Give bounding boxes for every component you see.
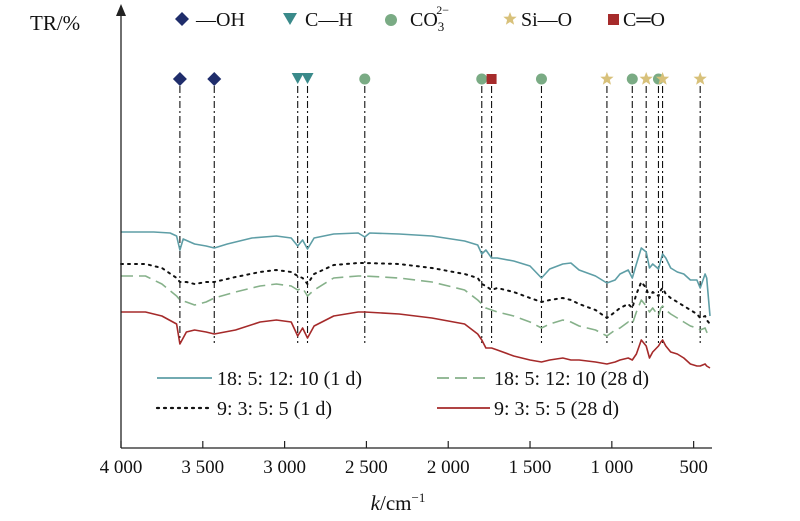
x-tick-label: 3 000 bbox=[263, 457, 306, 478]
series-legend-item-3: 9: 3: 5: 5 (1 d) bbox=[155, 398, 332, 420]
series-lines bbox=[120, 231, 711, 369]
x-tick-label: 1 000 bbox=[590, 457, 633, 478]
series-legend-label-1: 18: 5: 12: 10 (1 d) bbox=[217, 368, 362, 390]
star-marker-icon bbox=[503, 12, 517, 25]
legend-sio: Si—O bbox=[503, 9, 572, 31]
x-tick-label: 500 bbox=[679, 457, 708, 478]
legend-co-label: C═O bbox=[623, 9, 665, 31]
series-line-2 bbox=[121, 275, 711, 337]
legend-co3: CO3 2− bbox=[385, 3, 449, 34]
circle-marker-icon bbox=[385, 14, 397, 26]
marker-legend: —OH C—H CO3 2− Si—O C═O bbox=[175, 3, 665, 34]
star-peak-marker bbox=[655, 72, 670, 85]
square-peak-marker bbox=[486, 74, 497, 84]
diamond-peak-marker bbox=[172, 72, 187, 86]
x-ticks: 4 000 3 500 3 000 2 500 2 000 1 500 1 000 500 bbox=[100, 441, 708, 478]
legend-oh: —OH bbox=[175, 9, 245, 31]
diamond-peak-marker bbox=[207, 72, 222, 86]
x-tick-label: 1 500 bbox=[509, 457, 552, 478]
series-legend-item-4: 9: 3: 5: 5 (28 d) bbox=[437, 398, 619, 420]
legend-ch-label: C—H bbox=[305, 9, 353, 31]
x-axis-label-var: k bbox=[371, 491, 381, 515]
circle-peak-marker bbox=[626, 73, 638, 85]
legend-co3-sup: 2− bbox=[436, 3, 449, 17]
peak-markers bbox=[172, 72, 707, 86]
series-legend-item-1: 18: 5: 12: 10 (1 d) bbox=[157, 368, 362, 390]
x-axis-label-unit: /cm bbox=[380, 491, 412, 515]
series-line-1 bbox=[121, 231, 711, 317]
series-line-4 bbox=[121, 311, 711, 369]
x-tick-label: 2 000 bbox=[427, 457, 470, 478]
legend-oh-label: —OH bbox=[195, 9, 245, 31]
legend-co3-base: CO bbox=[410, 9, 438, 31]
series-line-3 bbox=[120, 262, 711, 325]
star-peak-marker bbox=[639, 72, 653, 85]
x-axis-label: k/cm−1 bbox=[371, 490, 426, 515]
triangle-peak-marker bbox=[301, 73, 314, 84]
legend-ch: C—H bbox=[283, 9, 353, 31]
triangle-peak-marker bbox=[291, 73, 304, 84]
series-legend-label-4: 9: 3: 5: 5 (28 d) bbox=[494, 398, 619, 420]
x-axis-label-exp: −1 bbox=[411, 490, 425, 505]
x-tick-label: 4 000 bbox=[100, 457, 143, 478]
legend-sio-label: Si—O bbox=[521, 9, 572, 31]
circle-peak-marker bbox=[476, 73, 488, 85]
y-axis-arrow-icon bbox=[116, 4, 126, 16]
square-marker-icon bbox=[608, 14, 619, 25]
star-peak-marker bbox=[600, 72, 614, 85]
triangle-marker-icon bbox=[283, 13, 297, 25]
series-legend-label-3: 9: 3: 5: 5 (1 d) bbox=[217, 398, 332, 420]
circle-peak-marker bbox=[359, 73, 371, 85]
legend-co3-sub: 3 bbox=[438, 19, 445, 34]
star-peak-marker bbox=[693, 72, 707, 85]
circle-peak-marker bbox=[535, 73, 547, 85]
axes bbox=[116, 4, 712, 449]
x-tick-label: 2 500 bbox=[345, 457, 388, 478]
series-legend-label-2: 18: 5: 12: 10 (28 d) bbox=[494, 368, 649, 390]
legend-co: C═O bbox=[608, 9, 665, 31]
y-axis-label: TR/% bbox=[30, 11, 80, 35]
series-legend-item-2: 18: 5: 12: 10 (28 d) bbox=[437, 368, 649, 390]
reference-lines bbox=[179, 86, 701, 343]
legend-co3-label: CO3 2− bbox=[410, 3, 449, 34]
series-legend: 18: 5: 12: 10 (1 d) 18: 5: 12: 10 (28 d)… bbox=[155, 368, 649, 420]
diamond-marker-icon bbox=[175, 12, 189, 26]
x-tick-label: 3 500 bbox=[181, 457, 224, 478]
